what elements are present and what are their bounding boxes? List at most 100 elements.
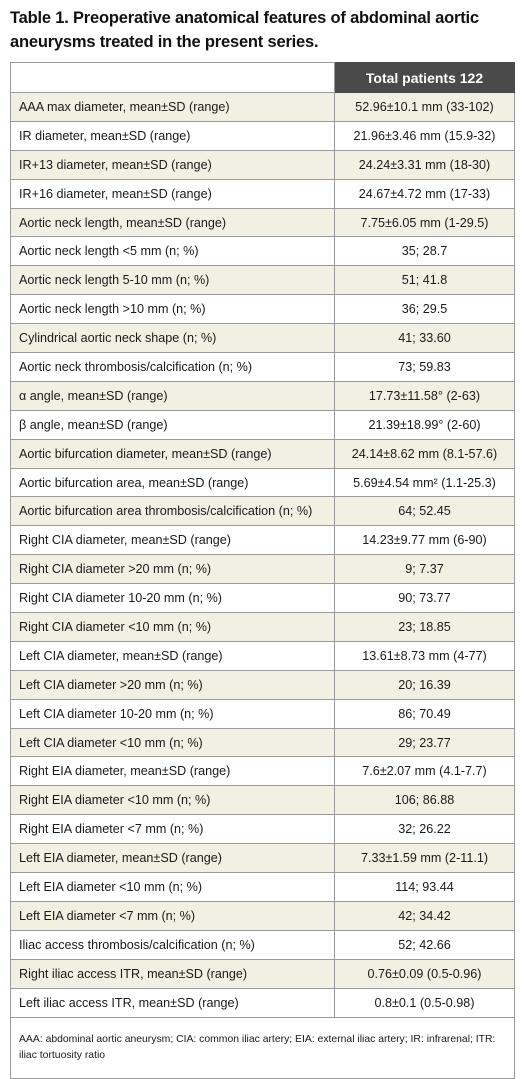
header-blank-cell <box>10 62 335 93</box>
row-value: 35; 28.7 <box>334 236 515 267</box>
table-row: Left CIA diameter >20 mm (n; %) 20; 16.39 <box>10 669 515 700</box>
table-row: Left CIA diameter 10-20 mm (n; %) 86; 70.… <box>10 698 515 729</box>
table-row: IR+16 diameter, mean±SD (range) 24.67±4.7… <box>10 178 515 209</box>
table-row: Right EIA diameter, mean±SD (range) 7.6±2… <box>10 756 515 787</box>
row-value: 41; 33.60 <box>334 323 515 354</box>
row-value: 52.96±10.1 mm (33-102) <box>334 92 515 122</box>
row-label: Iliac access thrombosis/calcification (n… <box>10 929 335 960</box>
row-value: 7.6±2.07 mm (4.1-7.7) <box>334 756 515 787</box>
table-row: Aortic neck length <5 mm (n; %) 35; 28.7 <box>10 236 515 267</box>
row-value: 13.61±8.73 mm (4-77) <box>334 640 515 671</box>
row-label: Right EIA diameter <10 mm (n; %) <box>10 785 335 816</box>
table-row: Left EIA diameter <7 mm (n; %) 42; 34.42 <box>10 900 515 931</box>
row-label: Left iliac access ITR, mean±SD (range) <box>10 987 335 1018</box>
table-header-row: Total patients 122 <box>10 62 515 93</box>
table-row: Cylindrical aortic neck shape (n; %) 41; … <box>10 323 515 354</box>
row-value: 90; 73.77 <box>334 583 515 614</box>
table-row: AAA max diameter, mean±SD (range) 52.96±1… <box>10 92 515 122</box>
footnote-row: AAA: abdominal aortic aneurysm; CIA: com… <box>10 1016 515 1079</box>
table-body: AAA max diameter, mean±SD (range) 52.96±1… <box>10 92 515 1018</box>
row-label: Right EIA diameter, mean±SD (range) <box>10 756 335 787</box>
row-value: 20; 16.39 <box>334 669 515 700</box>
row-value: 7.75±6.05 mm (1-29.5) <box>334 207 515 238</box>
table-row: Left EIA diameter, mean±SD (range) 7.33±1… <box>10 843 515 874</box>
table-row: Right CIA diameter >20 mm (n; %) 9; 7.37 <box>10 554 515 585</box>
row-value: 24.24±3.31 mm (18-30) <box>334 149 515 180</box>
table-row: β angle, mean±SD (range) 21.39±18.99° (2-… <box>10 409 515 440</box>
row-label: Aortic neck length >10 mm (n; %) <box>10 294 335 325</box>
row-value: 24.14±8.62 mm (8.1-57.6) <box>334 438 515 469</box>
row-value: 86; 70.49 <box>334 698 515 729</box>
row-value: 14.23±9.77 mm (6-90) <box>334 525 515 556</box>
row-label: Right CIA diameter 10-20 mm (n; %) <box>10 583 335 614</box>
table-row: Left EIA diameter <10 mm (n; %) 114; 93.4… <box>10 872 515 902</box>
row-label: β angle, mean±SD (range) <box>10 409 335 440</box>
row-label: Aortic neck thrombosis/calcification (n;… <box>10 352 335 382</box>
table-row: Right CIA diameter 10-20 mm (n; %) 90; 73… <box>10 583 515 614</box>
table-row: Right EIA diameter <7 mm (n; %) 32; 26.22 <box>10 814 515 845</box>
row-value: 0.76±0.09 (0.5-0.96) <box>334 958 515 989</box>
row-label: Left EIA diameter <10 mm (n; %) <box>10 872 335 902</box>
row-value: 51; 41.8 <box>334 265 515 296</box>
table-row: Aortic neck length >10 mm (n; %) 36; 29.5 <box>10 294 515 325</box>
row-label: Right iliac access ITR, mean±SD (range) <box>10 958 335 989</box>
table-footnote: AAA: abdominal aortic aneurysm; CIA: com… <box>10 1016 515 1079</box>
row-value: 42; 34.42 <box>334 900 515 931</box>
features-table: Total patients 122 AAA max diameter, mea… <box>10 62 515 1079</box>
table-row: Right CIA diameter <10 mm (n; %) 23; 18.8… <box>10 612 515 642</box>
row-label: Left CIA diameter >20 mm (n; %) <box>10 669 335 700</box>
table-row: IR+13 diameter, mean±SD (range) 24.24±3.3… <box>10 149 515 180</box>
table-row: IR diameter, mean±SD (range) 21.96±3.46 m… <box>10 120 515 151</box>
row-label: Aortic bifurcation diameter, mean±SD (ra… <box>10 438 335 469</box>
row-label: Right EIA diameter <7 mm (n; %) <box>10 814 335 845</box>
table-row: Left CIA diameter <10 mm (n; %) 29; 23.77 <box>10 727 515 758</box>
row-value: 73; 59.83 <box>334 352 515 382</box>
table-row: Aortic bifurcation diameter, mean±SD (ra… <box>10 438 515 469</box>
row-label: AAA max diameter, mean±SD (range) <box>10 92 335 122</box>
row-value: 106; 86.88 <box>334 785 515 816</box>
row-label: Aortic bifurcation area, mean±SD (range) <box>10 467 335 498</box>
table-row: Aortic bifurcation area, mean±SD (range)… <box>10 467 515 498</box>
table-row: Right iliac access ITR, mean±SD (range) 0… <box>10 958 515 989</box>
row-label: Aortic neck length 5-10 mm (n; %) <box>10 265 335 296</box>
row-label: Aortic bifurcation area thrombosis/calci… <box>10 496 335 527</box>
row-value: 21.96±3.46 mm (15.9-32) <box>334 120 515 151</box>
row-value: 52; 42.66 <box>334 929 515 960</box>
table-caption: Table 1. Preoperative anatomical feature… <box>10 9 479 51</box>
table-row: Aortic neck length 5-10 mm (n; %) 51; 41.… <box>10 265 515 296</box>
row-label: Aortic neck length, mean±SD (range) <box>10 207 335 238</box>
row-value: 114; 93.44 <box>334 872 515 902</box>
row-label: IR+16 diameter, mean±SD (range) <box>10 178 335 209</box>
table-row: α angle, mean±SD (range) 17.73±11.58° (2-… <box>10 380 515 411</box>
row-value: 21.39±18.99° (2-60) <box>334 409 515 440</box>
row-value: 36; 29.5 <box>334 294 515 325</box>
header-total-patients: Total patients 122 <box>334 62 515 93</box>
row-value: 7.33±1.59 mm (2-11.1) <box>334 843 515 874</box>
table-row: Iliac access thrombosis/calcification (n… <box>10 929 515 960</box>
table-row: Right CIA diameter, mean±SD (range) 14.23… <box>10 525 515 556</box>
row-label: Left CIA diameter <10 mm (n; %) <box>10 727 335 758</box>
row-value: 17.73±11.58° (2-63) <box>334 380 515 411</box>
row-value: 23; 18.85 <box>334 612 515 642</box>
row-value: 0.8±0.1 (0.5-0.98) <box>334 987 515 1018</box>
table-row: Right EIA diameter <10 mm (n; %) 106; 86.… <box>10 785 515 816</box>
row-label: Right CIA diameter <10 mm (n; %) <box>10 612 335 642</box>
row-value: 64; 52.45 <box>334 496 515 527</box>
table-row: Aortic neck length, mean±SD (range) 7.75±… <box>10 207 515 238</box>
row-label: α angle, mean±SD (range) <box>10 380 335 411</box>
table-row: Aortic bifurcation area thrombosis/calci… <box>10 496 515 527</box>
row-label: Left CIA diameter 10-20 mm (n; %) <box>10 698 335 729</box>
row-label: Left EIA diameter <7 mm (n; %) <box>10 900 335 931</box>
row-value: 32; 26.22 <box>334 814 515 845</box>
row-label: Right CIA diameter >20 mm (n; %) <box>10 554 335 585</box>
row-label: Cylindrical aortic neck shape (n; %) <box>10 323 335 354</box>
table-row: Left CIA diameter, mean±SD (range) 13.61±… <box>10 640 515 671</box>
table-row: Left iliac access ITR, mean±SD (range) 0.… <box>10 987 515 1018</box>
table-row: Aortic neck thrombosis/calcification (n;… <box>10 352 515 382</box>
row-label: Left CIA diameter, mean±SD (range) <box>10 640 335 671</box>
row-label: IR diameter, mean±SD (range) <box>10 120 335 151</box>
row-value: 24.67±4.72 mm (17-33) <box>334 178 515 209</box>
row-label: Right CIA diameter, mean±SD (range) <box>10 525 335 556</box>
row-label: Aortic neck length <5 mm (n; %) <box>10 236 335 267</box>
row-value: 29; 23.77 <box>334 727 515 758</box>
